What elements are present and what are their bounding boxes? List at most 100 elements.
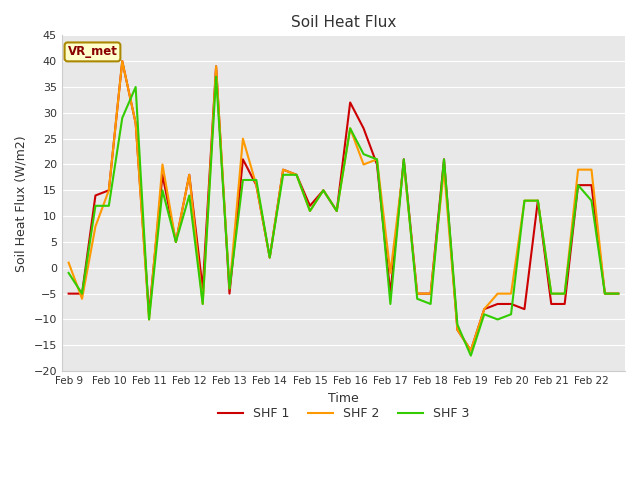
SHF 1	[494, 301, 502, 307]
SHF 2	[159, 162, 166, 168]
SHF 2	[508, 291, 515, 297]
SHF 2	[547, 291, 555, 297]
SHF 1	[252, 182, 260, 188]
SHF 2	[118, 58, 126, 64]
SHF 1	[266, 254, 273, 260]
SHF 2	[440, 167, 448, 172]
SHF 2	[360, 162, 367, 168]
SHF 3	[413, 296, 421, 301]
SHF 1	[561, 301, 568, 307]
SHF 3	[427, 301, 435, 307]
SHF 1	[279, 167, 287, 172]
SHF 3	[226, 286, 234, 291]
SHF 2	[413, 291, 421, 297]
SHF 2	[534, 198, 541, 204]
SHF 2	[467, 348, 475, 353]
SHF 1	[360, 125, 367, 131]
SHF 3	[520, 198, 528, 204]
Legend: SHF 1, SHF 2, SHF 3: SHF 1, SHF 2, SHF 3	[212, 402, 474, 425]
SHF 3	[333, 208, 340, 214]
SHF 1	[78, 291, 86, 297]
SHF 2	[601, 291, 609, 297]
SHF 1	[292, 172, 300, 178]
SHF 1	[105, 187, 113, 193]
SHF 2	[252, 182, 260, 188]
SHF 3	[292, 172, 300, 178]
SHF 3	[400, 156, 408, 162]
SHF 2	[319, 187, 327, 193]
SHF 1	[239, 156, 247, 162]
SHF 2	[427, 291, 435, 297]
SHF 2	[105, 187, 113, 193]
SHF 1	[427, 291, 435, 297]
SHF 2	[454, 327, 461, 333]
SHF 2	[400, 162, 408, 168]
SHF 3	[132, 84, 140, 90]
SHF 3	[172, 239, 180, 245]
SHF 3	[360, 151, 367, 157]
SHF 1	[547, 301, 555, 307]
SHF 3	[212, 74, 220, 80]
SHF 3	[78, 291, 86, 297]
SHF 1	[508, 301, 515, 307]
SHF 3	[481, 312, 488, 317]
SHF 1	[454, 327, 461, 333]
Line: SHF 1: SHF 1	[68, 61, 618, 350]
SHF 2	[226, 286, 234, 291]
SHF 2	[481, 306, 488, 312]
SHF 3	[252, 177, 260, 183]
SHF 1	[319, 187, 327, 193]
SHF 2	[574, 167, 582, 172]
Y-axis label: Soil Heat Flux (W/m2): Soil Heat Flux (W/m2)	[15, 135, 28, 272]
SHF 3	[494, 317, 502, 323]
SHF 3	[547, 291, 555, 297]
SHF 2	[212, 63, 220, 69]
SHF 1	[306, 203, 314, 209]
SHF 3	[92, 203, 99, 209]
SHF 3	[266, 254, 273, 260]
SHF 1	[65, 291, 72, 297]
SHF 3	[454, 322, 461, 327]
SHF 2	[172, 239, 180, 245]
SHF 2	[279, 167, 287, 172]
SHF 1	[467, 348, 475, 353]
SHF 3	[65, 270, 72, 276]
SHF 2	[266, 254, 273, 260]
SHF 3	[239, 177, 247, 183]
SHF 3	[574, 182, 582, 188]
SHF 2	[186, 172, 193, 178]
SHF 1	[159, 172, 166, 178]
SHF 2	[588, 167, 595, 172]
SHF 1	[226, 291, 234, 297]
SHF 1	[333, 208, 340, 214]
SHF 3	[561, 291, 568, 297]
SHF 2	[333, 208, 340, 214]
SHF 3	[346, 125, 354, 131]
SHF 3	[614, 291, 622, 297]
SHF 3	[118, 115, 126, 121]
SHF 3	[508, 312, 515, 317]
SHF 1	[172, 239, 180, 245]
SHF 1	[413, 291, 421, 297]
SHF 3	[319, 187, 327, 193]
SHF 1	[373, 162, 381, 168]
SHF 2	[306, 208, 314, 214]
SHF 3	[159, 187, 166, 193]
SHF 2	[239, 136, 247, 142]
SHF 2	[65, 260, 72, 265]
Line: SHF 2: SHF 2	[68, 61, 618, 350]
SHF 1	[520, 306, 528, 312]
SHF 2	[494, 291, 502, 297]
SHF 3	[588, 198, 595, 204]
SHF 1	[92, 192, 99, 198]
SHF 2	[132, 120, 140, 126]
Text: VR_met: VR_met	[68, 46, 117, 59]
SHF 2	[373, 156, 381, 162]
SHF 3	[387, 301, 394, 307]
SHF 1	[199, 286, 207, 291]
SHF 1	[400, 156, 408, 162]
SHF 2	[78, 296, 86, 301]
SHF 1	[118, 58, 126, 64]
SHF 2	[292, 172, 300, 178]
SHF 1	[588, 182, 595, 188]
